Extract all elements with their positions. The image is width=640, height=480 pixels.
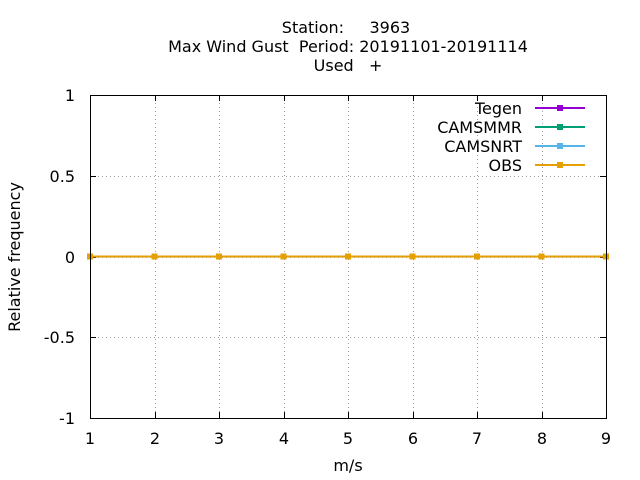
legend-label-camsmmr: CAMSMMR <box>437 118 522 137</box>
ticks: 1 2 3 4 5 6 7 8 9 1 0.5 0 -0.5 -1 <box>44 86 611 448</box>
legend-marker-tegen <box>557 105 563 111</box>
plot-frame <box>90 95 607 419</box>
data-point-obs <box>345 253 351 260</box>
x-tick-label: 4 <box>279 429 289 448</box>
y-tick-label: -1 <box>59 409 75 428</box>
x-tick-label: 9 <box>601 429 611 448</box>
legend-label-obs: OBS <box>489 156 522 175</box>
y-axis-label: Relative frequency <box>5 182 24 332</box>
legend-marker-camsmmr <box>557 124 563 130</box>
x-tick-label: 6 <box>408 429 418 448</box>
chart-title-line2: Max Wind Gust Period: 20191101-20191114 <box>168 37 528 56</box>
legend-marker-camsnrt <box>557 143 563 149</box>
series-group <box>87 253 609 260</box>
chart-title-line3: Used + <box>314 56 383 75</box>
data-point-obs <box>280 253 287 260</box>
legend-marker-obs <box>557 162 563 168</box>
x-tick-label: 5 <box>343 429 353 448</box>
legend-label-tegen: Tegen <box>474 99 522 118</box>
legend-label-camsnrt: CAMSNRT <box>444 137 522 156</box>
data-point-obs <box>538 253 545 260</box>
data-point-obs <box>216 253 222 260</box>
y-tick-label: -0.5 <box>44 328 75 347</box>
y-tick-label: 0.5 <box>50 167 75 186</box>
data-point-obs <box>151 253 158 260</box>
data-point-obs <box>409 253 416 260</box>
x-tick-label: 3 <box>214 429 224 448</box>
y-tick-label: 1 <box>65 86 75 105</box>
x-axis-label: m/s <box>333 456 362 475</box>
chart-title-line1: Station: 3963 <box>282 18 410 37</box>
data-point-obs <box>474 253 480 260</box>
x-tick-label: 8 <box>537 429 547 448</box>
x-tick-label: 2 <box>150 429 160 448</box>
y-tick-label: 0 <box>65 248 75 267</box>
x-tick-label: 1 <box>85 429 95 448</box>
x-tick-label: 7 <box>472 429 482 448</box>
